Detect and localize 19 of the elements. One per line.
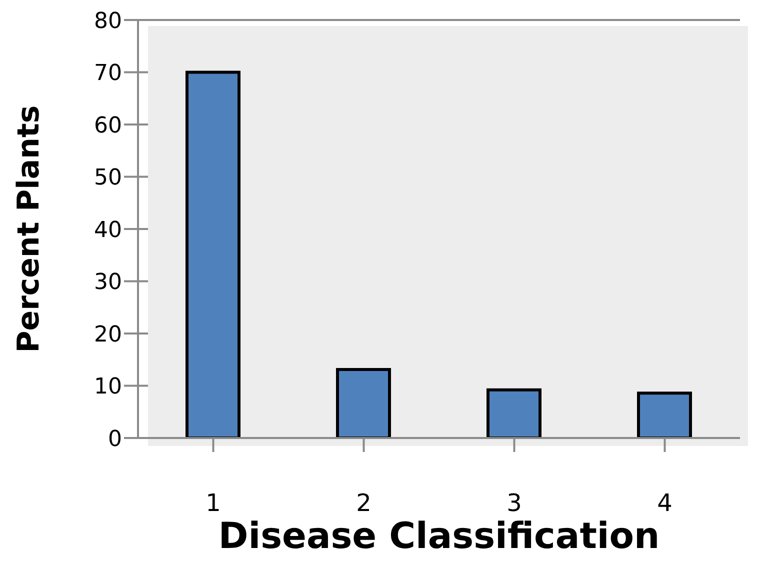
bar — [486, 388, 542, 438]
y-tick-label: 40 — [94, 218, 122, 243]
x-tick-label: 4 — [657, 489, 672, 518]
x-axis-title: Disease Classification — [218, 516, 660, 557]
y-axis-title: Percent Plants — [12, 105, 47, 353]
y-tick-label: 70 — [94, 61, 122, 86]
bar — [186, 70, 240, 438]
y-tick-label: 50 — [94, 166, 122, 191]
x-tick-label: 3 — [506, 489, 522, 518]
bar — [637, 392, 692, 438]
bar — [336, 368, 391, 438]
y-tick-label: 80 — [94, 8, 122, 34]
y-tick-label: 10 — [94, 374, 122, 400]
y-tick-label: 0 — [108, 426, 122, 452]
y-tick-label: 30 — [94, 270, 122, 296]
y-tick-label: 60 — [94, 113, 122, 138]
y-tick-label: 20 — [94, 322, 122, 348]
x-tick-label: 1 — [206, 489, 221, 518]
x-tick-label: 2 — [356, 489, 372, 518]
